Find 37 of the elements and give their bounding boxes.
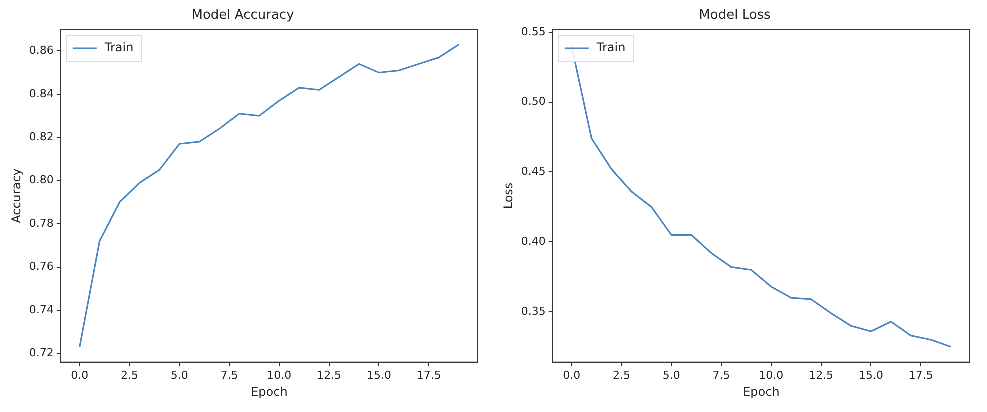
x-tick-label: 2.5 [612, 368, 630, 382]
x-axis-title: Epoch [743, 384, 780, 399]
y-tick-label: 0.50 [521, 95, 546, 108]
y-tick-label: 0.74 [29, 303, 54, 316]
y-tick-label: 0.35 [521, 304, 546, 318]
x-tick-label: 15.0 [858, 368, 884, 382]
y-tick-label: 0.84 [29, 87, 54, 100]
x-tick-label: 17.5 [908, 368, 934, 382]
y-tick-label: 0.40 [521, 235, 546, 248]
x-tick-label: 2.5 [120, 368, 138, 382]
chart-title: Model Accuracy [192, 8, 295, 24]
y-tick-label: 0.86 [29, 44, 54, 58]
y-tick-label: 0.78 [29, 216, 54, 230]
y-tick-label: 0.45 [521, 165, 546, 178]
x-tick-label: 12.5 [317, 368, 342, 382]
y-tick-label: 0.76 [29, 260, 54, 274]
x-axis-title: Epoch [251, 384, 288, 399]
legend-label: Train [596, 40, 626, 55]
x-tick-label: 15.0 [366, 368, 392, 382]
y-tick-label: 0.80 [29, 174, 54, 187]
x-tick-label: 0.0 [71, 368, 89, 382]
y-tick-label: 0.55 [521, 25, 546, 38]
y-axis-title: Accuracy [9, 168, 24, 224]
legend-label: Train [104, 40, 134, 55]
x-tick-label: 5.0 [662, 368, 680, 382]
x-tick-label: 7.5 [220, 368, 238, 382]
x-tick-label: 7.5 [712, 368, 730, 382]
y-tick-label: 0.82 [29, 130, 54, 144]
x-tick-label: 0.0 [563, 368, 581, 382]
x-tick-label: 17.5 [416, 368, 442, 382]
x-tick-label: 12.5 [809, 368, 834, 382]
chart-title: Model Loss [699, 8, 772, 24]
y-axis-title: Loss [501, 182, 516, 210]
y-tick-label: 0.72 [29, 346, 54, 360]
x-tick-label: 5.0 [170, 368, 188, 382]
x-tick-label: 10.0 [267, 368, 292, 382]
x-tick-label: 10.0 [759, 368, 784, 382]
